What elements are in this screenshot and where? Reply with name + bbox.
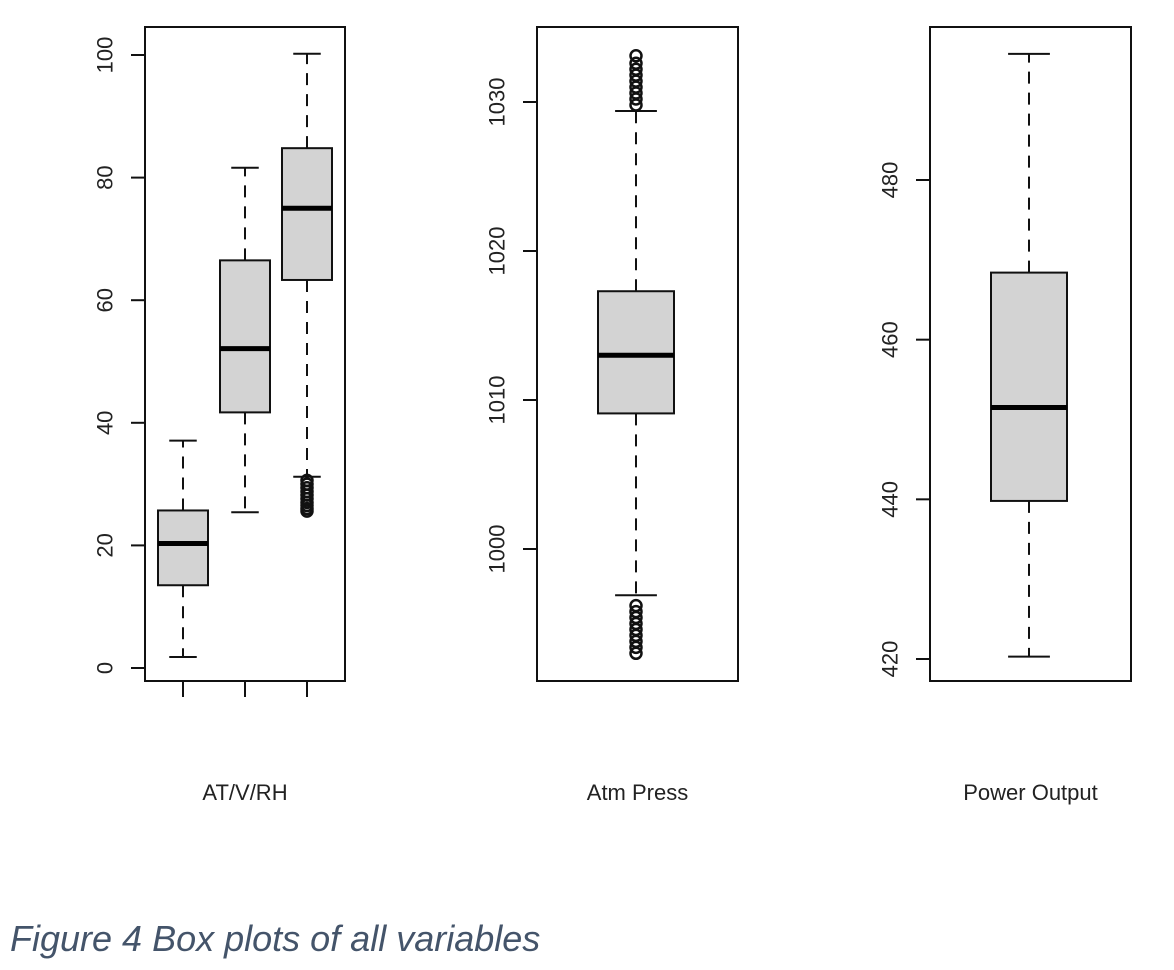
y-tick-label: 1000	[485, 525, 510, 574]
y-tick-label: 440	[878, 481, 903, 518]
y-tick-label: 100	[93, 37, 118, 74]
y-tick-label: 20	[93, 533, 118, 557]
outlier-point	[629, 56, 643, 71]
y-tick-label: 420	[878, 641, 903, 678]
outlier-point	[629, 49, 643, 63]
y-tick-label: 480	[878, 162, 903, 199]
box-3	[281, 52, 333, 518]
box-1	[990, 52, 1068, 658]
iqr-box	[597, 290, 675, 415]
outlier-point	[629, 62, 643, 76]
iqr-box	[219, 259, 271, 414]
box-panel-2: 1000 1010 1020 1030 Atm Press	[485, 26, 739, 805]
y-tick-label: 460	[878, 321, 903, 358]
x-axis-label: Power Output	[963, 780, 1098, 805]
box-panel-1: 0 20 40 60 80 100 AT/V/RH	[93, 26, 346, 805]
y-tick-label: 1010	[485, 376, 510, 425]
box-panel-3: 420 440 460 480 Power Output	[878, 26, 1132, 805]
box-2	[219, 166, 271, 514]
iqr-box	[157, 509, 209, 587]
outlier-point	[629, 604, 643, 619]
y-tick-label: 60	[93, 288, 118, 312]
y-tick-label: 40	[93, 411, 118, 435]
figure-caption: Figure 4 Box plots of all variables	[10, 918, 541, 959]
y-tick-label: 1020	[485, 227, 510, 276]
iqr-box	[281, 147, 333, 281]
y-tick-label: 80	[93, 165, 118, 189]
x-axis-label: Atm Press	[587, 780, 688, 805]
box-1	[597, 49, 675, 661]
outlier-point	[300, 473, 314, 488]
y-tick-label: 0	[93, 662, 118, 674]
y-tick-label: 1030	[485, 78, 510, 127]
box-plot-figure: 0 20 40 60 80 100 AT/V/RH 1000 1010 1020 1030 Atm P…	[93, 26, 1132, 805]
x-axis-label: AT/V/RH	[202, 780, 287, 805]
iqr-box	[990, 271, 1068, 502]
box-1	[157, 439, 209, 658]
outlier-point	[629, 598, 643, 613]
